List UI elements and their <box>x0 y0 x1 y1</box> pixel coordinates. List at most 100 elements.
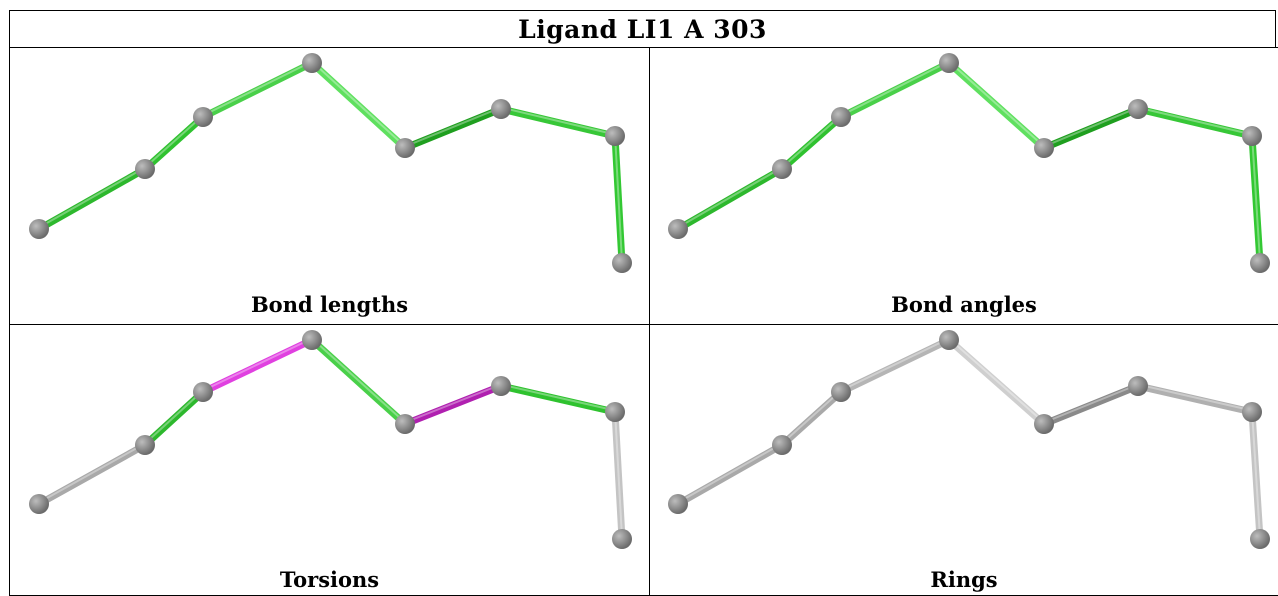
bond-angles-bond-highlight-4 <box>948 60 1045 148</box>
caption-bond-angles: Bond angles <box>891 292 1037 317</box>
rings-bond-2 <box>778 388 845 449</box>
bond-angles-bond-7 <box>1248 132 1264 267</box>
bond-lengths-atom-5 <box>395 138 415 158</box>
torsions-bond-7 <box>611 408 626 543</box>
bond-angles-atom-8 <box>1250 253 1270 273</box>
torsions-bond-4 <box>308 336 409 428</box>
bond-angles-bond-highlight-3 <box>840 60 950 117</box>
torsions-bond-2 <box>141 388 207 449</box>
bond-angles-bond-2 <box>778 113 845 173</box>
bond-lengths-bond-1 <box>35 165 149 233</box>
bond-lengths-bond-6 <box>497 105 619 140</box>
rings-atom-6 <box>1128 376 1148 396</box>
rings-atom-1 <box>668 494 688 514</box>
caption-rings: Rings <box>930 567 998 592</box>
torsions-atom-2 <box>135 435 155 455</box>
bond-angles-bond-highlight-1 <box>677 166 783 229</box>
molecule-torsions <box>29 330 632 549</box>
rings-bond-3 <box>837 336 953 396</box>
bond-angles-atom-4 <box>939 53 959 73</box>
caption-bond-lengths: Bond lengths <box>250 292 409 317</box>
rings-bond-highlight-1 <box>677 442 783 504</box>
panel-rings: Rings <box>649 324 1278 596</box>
bond-lengths-bond-highlight-1 <box>38 166 146 229</box>
bond-lengths-bond-7 <box>611 132 626 267</box>
rings-bond-highlight-3 <box>840 337 950 392</box>
torsions-bond-highlight-2 <box>144 389 204 445</box>
rings-atom-2 <box>772 435 792 455</box>
bond-lengths-atom-3 <box>193 107 213 127</box>
bond-lengths-bond-2 <box>141 113 207 173</box>
torsions-atom-7 <box>605 402 625 422</box>
bond-angles-bond-highlight-6 <box>1137 106 1253 136</box>
bond-lengths-bond-highlight-4 <box>311 60 406 148</box>
bond-angles-bond-1 <box>674 165 786 233</box>
bond-angles-bond-highlight-7 <box>1251 134 1261 262</box>
bond-lengths-atom-6 <box>491 99 511 119</box>
panel-bond-lengths: Bond lengths <box>9 47 650 325</box>
figure-title: Ligand LI1 A 303 <box>518 14 767 44</box>
rings-bond-highlight-4 <box>948 337 1045 424</box>
panel-torsions: Torsions <box>9 324 650 596</box>
torsions-bond-highlight-1 <box>38 442 146 504</box>
rings-atom-3 <box>831 382 851 402</box>
bond-lengths-atom-1 <box>29 219 49 239</box>
rings-bond-4 <box>945 336 1048 428</box>
bond-angles-atom-6 <box>1128 99 1148 119</box>
rings-atom-8 <box>1250 529 1270 549</box>
bond-lengths-atom-2 <box>135 159 155 179</box>
panel-bond-angles: Bond angles <box>649 47 1278 325</box>
torsions-bond-highlight-7 <box>614 410 623 538</box>
bond-lengths-bond-highlight-3 <box>202 60 313 117</box>
bond-angles-atom-7 <box>1242 126 1262 146</box>
rings-bond-1 <box>674 441 786 508</box>
molecule-bond-lengths <box>29 53 632 273</box>
torsions-bond-highlight-4 <box>311 337 406 424</box>
bond-lengths-bond-highlight-5 <box>404 106 502 148</box>
rings-bond-highlight-7 <box>1251 410 1261 538</box>
bond-angles-bond-5 <box>1040 105 1142 152</box>
torsions-atom-8 <box>612 529 632 549</box>
torsions-bond-3 <box>199 336 316 396</box>
bond-lengths-atom-4 <box>302 53 322 73</box>
caption-torsions: Torsions <box>279 567 380 592</box>
figure-title-row: Ligand LI1 A 303 <box>9 10 1276 48</box>
bond-lengths-bond-highlight-7 <box>614 134 623 262</box>
molecule-bond-angles <box>668 53 1270 273</box>
rings-bond-5 <box>1040 382 1142 428</box>
rings-bond-highlight-6 <box>1137 383 1253 412</box>
bond-angles-bond-6 <box>1134 105 1256 140</box>
torsions-atom-5 <box>395 414 415 434</box>
torsions-bond-6 <box>497 382 619 416</box>
torsions-bond-1 <box>35 441 149 508</box>
bond-lengths-bond-5 <box>401 105 505 152</box>
rings-bond-7 <box>1248 408 1264 543</box>
bond-lengths-bond-4 <box>308 59 409 152</box>
bond-lengths-bond-highlight-6 <box>500 106 616 136</box>
rings-atom-4 <box>939 330 959 350</box>
rings-atom-7 <box>1242 402 1262 422</box>
torsions-bond-highlight-5 <box>404 383 502 424</box>
torsions-bond-highlight-6 <box>500 383 616 412</box>
torsions-atom-1 <box>29 494 49 514</box>
torsions-atom-4 <box>302 330 322 350</box>
torsions-bond-highlight-3 <box>202 337 313 392</box>
rings-bond-6 <box>1134 382 1256 416</box>
bond-angles-atom-1 <box>668 219 688 239</box>
bond-angles-bond-highlight-2 <box>781 114 842 169</box>
bond-lengths-atom-8 <box>612 253 632 273</box>
torsions-atom-3 <box>193 382 213 402</box>
rings-atom-5 <box>1034 414 1054 434</box>
molecule-rings <box>668 330 1270 549</box>
bond-lengths-bond-3 <box>199 59 316 121</box>
bond-angles-bond-3 <box>837 59 953 121</box>
rings-bond-highlight-5 <box>1043 383 1139 424</box>
torsions-bond-5 <box>401 382 505 428</box>
bond-lengths-bond-highlight-2 <box>144 114 204 169</box>
bond-angles-bond-highlight-5 <box>1043 106 1139 148</box>
bond-angles-atom-3 <box>831 107 851 127</box>
bond-angles-atom-2 <box>772 159 792 179</box>
bond-angles-atom-5 <box>1034 138 1054 158</box>
rings-bond-highlight-2 <box>781 389 842 445</box>
